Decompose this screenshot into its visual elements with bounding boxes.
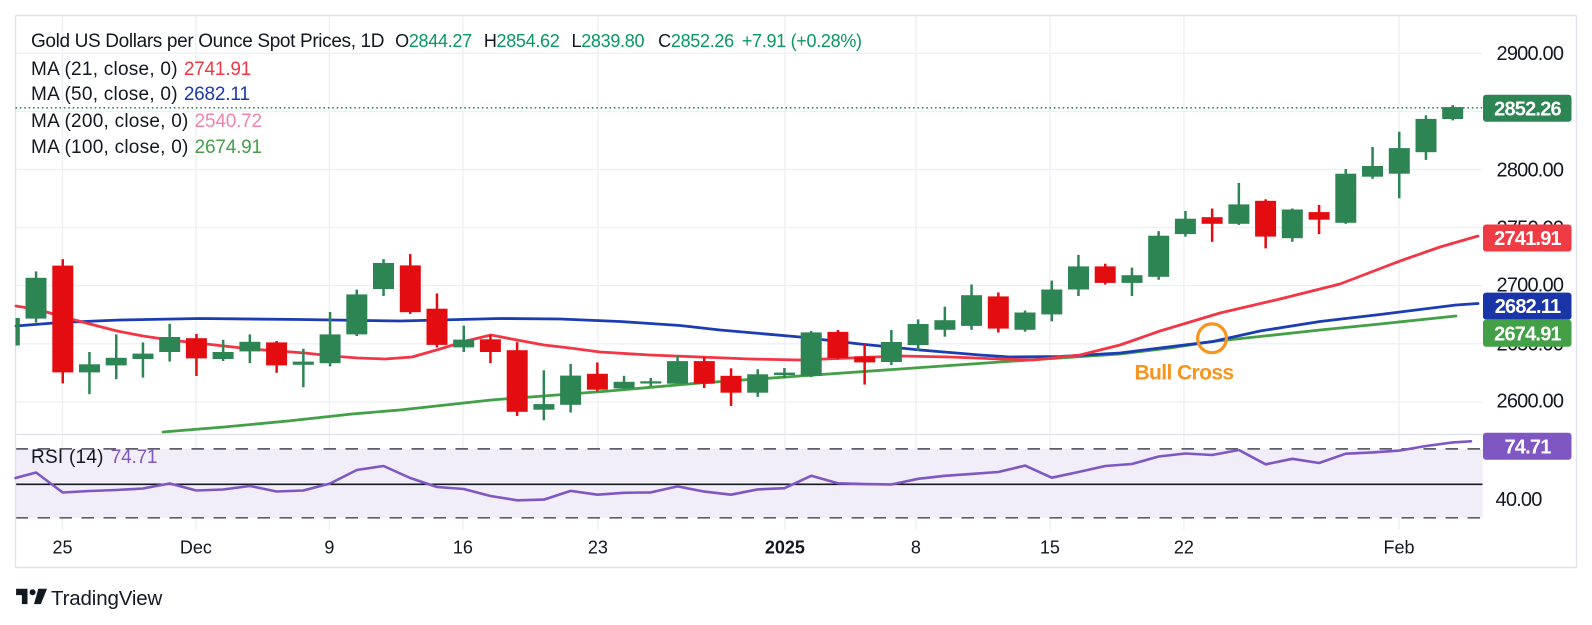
svg-text:2800.00: 2800.00 — [1497, 160, 1564, 182]
svg-text:2741.91: 2741.91 — [1494, 228, 1561, 250]
svg-text:40.00: 40.00 — [1496, 489, 1543, 511]
svg-text:15: 15 — [1040, 538, 1060, 558]
svg-text:2025: 2025 — [765, 538, 805, 558]
svg-text:22: 22 — [1174, 538, 1194, 558]
svg-text:MA (200, close, 0)2540.72: MA (200, close, 0) 2540.72 — [31, 111, 262, 132]
svg-text:MA (100, close, 0)2674.91: MA (100, close, 0) 2674.91 — [31, 137, 262, 158]
svg-text:Dec: Dec — [180, 538, 212, 558]
svg-text:2682.11: 2682.11 — [1495, 296, 1561, 318]
svg-text:2600.00: 2600.00 — [1497, 391, 1564, 413]
svg-text:RSI (14)74.71: RSI (14) 74.71 — [31, 447, 157, 468]
svg-text:2700.00: 2700.00 — [1497, 275, 1564, 297]
svg-text:74.71: 74.71 — [1504, 436, 1551, 458]
svg-text:8: 8 — [911, 538, 921, 558]
svg-text:Gold US Dollars per Ounce Spot: Gold US Dollars per Ounce Spot Prices, 1… — [31, 31, 862, 52]
svg-text:MA (21, close, 0)2741.91: MA (21, close, 0) 2741.91 — [31, 59, 251, 80]
svg-text:2900.00: 2900.00 — [1497, 43, 1564, 65]
svg-text:23: 23 — [588, 538, 608, 558]
svg-text:Feb: Feb — [1383, 538, 1414, 558]
svg-text:16: 16 — [453, 538, 473, 558]
svg-text:2674.91: 2674.91 — [1494, 323, 1561, 345]
svg-text:Bull Cross: Bull Cross — [1134, 362, 1233, 385]
svg-text:25: 25 — [52, 538, 72, 558]
svg-text:MA (50, close, 0)2682.11: MA (50, close, 0) 2682.11 — [31, 84, 250, 105]
svg-text:9: 9 — [324, 538, 334, 558]
svg-text:2852.26: 2852.26 — [1494, 98, 1561, 120]
svg-text:TradingView: TradingView — [51, 587, 163, 610]
